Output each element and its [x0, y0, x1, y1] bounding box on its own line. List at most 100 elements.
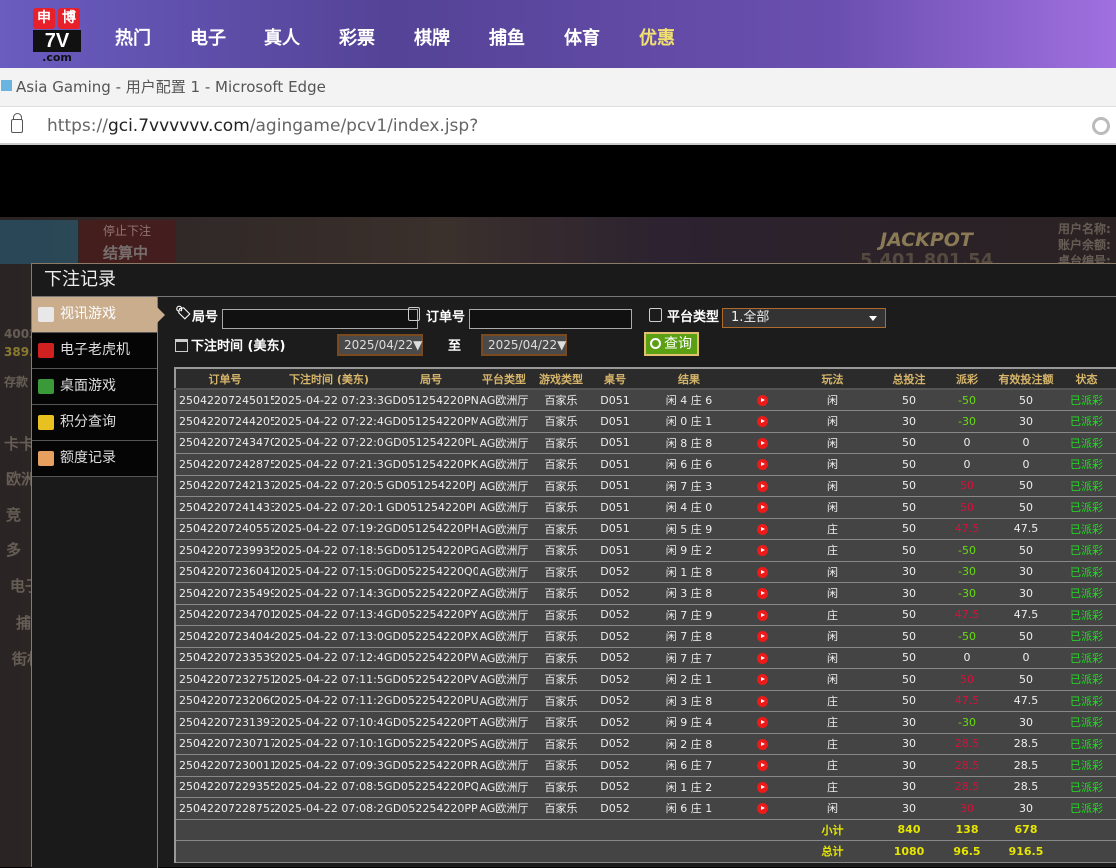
sidebar-item-label: 额度记录 — [60, 450, 116, 466]
order-input[interactable] — [469, 309, 632, 329]
replay-cell — [740, 733, 785, 755]
play-video-icon[interactable] — [757, 760, 768, 772]
play-video-icon[interactable] — [757, 695, 768, 707]
table-cell: 30 — [880, 582, 938, 605]
sidebar-item[interactable]: 视讯游戏 — [32, 297, 165, 333]
sidebar-item[interactable]: 积分查询 — [32, 405, 157, 441]
table-cell: 已派彩 — [1056, 604, 1116, 626]
table-cell: -50 — [938, 625, 996, 648]
table-cell: 百家乐 — [530, 475, 592, 497]
table-cell: 已派彩 — [1056, 496, 1116, 519]
balance-label: 账户余额: — [1058, 238, 1111, 252]
play-video-icon[interactable] — [757, 437, 768, 449]
nav-item[interactable]: 热门 — [115, 28, 151, 49]
nav-item[interactable]: 优惠 — [639, 28, 675, 49]
platform-select[interactable]: 1.全部 — [722, 308, 886, 328]
table-cell: 0 — [996, 432, 1056, 454]
empty-cell — [175, 840, 274, 863]
table-cell: 已派彩 — [1056, 754, 1116, 777]
logo-char: 申 — [33, 8, 55, 29]
play-video-icon[interactable] — [757, 631, 768, 643]
play-video-icon[interactable] — [757, 502, 768, 514]
table-cell: 50 — [880, 432, 938, 454]
table-cell: AG欧洲厅 — [478, 776, 530, 798]
nav-item[interactable]: 棋牌 — [414, 28, 450, 49]
play-video-icon[interactable] — [757, 566, 768, 578]
table-cell: 闲 4 庄 6 — [638, 389, 740, 411]
record-sidebar: 视讯游戏电子老虎机桌面游戏 积分查询额度记录 — [32, 297, 165, 868]
table-cell: 百家乐 — [530, 518, 592, 540]
play-video-icon[interactable] — [757, 609, 768, 621]
table-cell: 30 — [938, 797, 996, 820]
nav-item[interactable]: 体育 — [564, 28, 600, 49]
play-video-icon[interactable] — [757, 416, 768, 428]
play-video-icon[interactable] — [757, 523, 768, 535]
bg-menu-item: 竞 — [6, 506, 22, 524]
nav-item[interactable]: 彩票 — [339, 28, 375, 49]
betting-status-panel: 停止下注 结算中 — [79, 220, 176, 264]
round-input[interactable] — [222, 309, 418, 329]
table-cell: AG欧洲厅 — [478, 625, 530, 648]
table-cell: 闲 9 庄 4 — [638, 711, 740, 734]
nav-item[interactable]: 捕鱼 — [489, 28, 525, 49]
table-cell: 28.5 — [938, 754, 996, 777]
table-cell: 50 — [880, 539, 938, 562]
table-cell: 已派彩 — [1056, 410, 1116, 433]
nav-item[interactable]: 电子 — [190, 28, 226, 49]
sidebar-item-label: 电子老虎机 — [60, 342, 130, 358]
date-to-picker[interactable]: 2025/04/22▼ — [481, 334, 567, 356]
order-label: 订单号 — [426, 310, 466, 325]
play-video-icon[interactable] — [757, 717, 768, 729]
favicon-icon — [1, 80, 12, 91]
play-video-icon[interactable] — [757, 781, 768, 793]
bg-menu-item: 欧洲 — [6, 470, 37, 488]
table-cell: 已派彩 — [1056, 776, 1116, 798]
table-row: 250422072340448 2025-04-22 07:13:09 GD0522… — [175, 625, 1116, 648]
table-cell: D052 — [592, 604, 638, 626]
table-cell: 50 — [996, 496, 1056, 519]
play-video-icon[interactable] — [757, 803, 768, 815]
total-payout: 96.5 — [938, 840, 996, 863]
table-cell: 2025-04-22 07:14:33 — [274, 582, 384, 605]
table-cell: 2025-04-22 07:19:26 — [274, 518, 384, 540]
play-video-icon[interactable] — [757, 459, 768, 471]
sidebar-item[interactable]: 电子老虎机 — [32, 333, 157, 369]
table-cell: 250422072434701 — [175, 432, 274, 454]
sidebar-item[interactable]: 额度记录 — [32, 441, 157, 477]
url-text[interactable]: https://gci.7vvvvvv.com/agingame/pcv1/in… — [47, 116, 478, 136]
table-cell: 30 — [996, 561, 1056, 583]
play-video-icon[interactable] — [757, 545, 768, 557]
site-logo[interactable]: 申 博 7V .com — [33, 8, 81, 64]
play-video-icon[interactable] — [757, 395, 768, 406]
table-cell: D052 — [592, 733, 638, 755]
query-button[interactable]: 查询 — [644, 332, 699, 356]
table-cell: 250422072313934 — [175, 711, 274, 734]
play-video-icon[interactable] — [757, 480, 768, 492]
date-from-picker[interactable]: 2025/04/22▼ — [337, 334, 423, 356]
play-video-icon[interactable] — [757, 652, 768, 664]
nav-item[interactable]: 真人 — [264, 28, 300, 49]
empty-cell — [740, 840, 785, 863]
address-bar[interactable]: https://gci.7vvvvvv.com/agingame/pcv1/in… — [0, 106, 1116, 145]
table-cell: 0 — [938, 647, 996, 669]
refresh-icon[interactable] — [1092, 117, 1110, 135]
play-video-icon[interactable] — [757, 588, 768, 600]
sidebar-item[interactable]: 桌面游戏 — [32, 369, 157, 405]
table-cell: 47.5 — [938, 690, 996, 712]
replay-cell — [740, 690, 785, 712]
table-cell: 2025-04-22 07:09:34 — [274, 754, 384, 777]
play-video-icon[interactable] — [757, 738, 768, 750]
play-video-icon[interactable] — [757, 674, 768, 686]
table-cell: 2025-04-22 07:21:34 — [274, 453, 384, 476]
table-cell: 30 — [880, 797, 938, 820]
table-cell: AG欧洲厅 — [478, 475, 530, 497]
table-cell: 闲 — [785, 561, 880, 583]
table-cell: 闲 6 庄 7 — [638, 754, 740, 777]
empty-cell — [384, 819, 478, 841]
table-cell: 2025-04-22 07:08:24 — [274, 797, 384, 820]
calendar-icon — [175, 339, 188, 352]
table-cell: 50 — [880, 690, 938, 712]
replay-cell — [740, 389, 785, 411]
lock-icon[interactable] — [11, 113, 23, 133]
platform-value: 1.全部 — [731, 310, 770, 325]
